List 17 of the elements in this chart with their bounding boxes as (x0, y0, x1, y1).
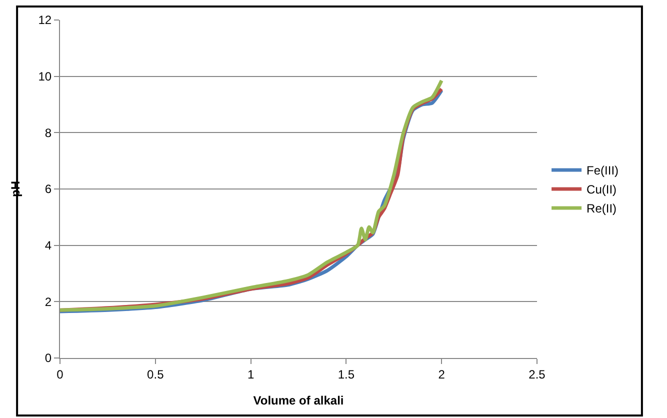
x-tick-label: 1.5 (338, 367, 355, 382)
x-axis-title: Volume of alkali (253, 393, 344, 408)
y-tick-label: 10 (38, 70, 52, 84)
x-tick-label: 1 (247, 367, 254, 382)
x-tick-label: 0.5 (147, 367, 164, 382)
legend-label: Cu(II) (586, 182, 617, 197)
y-tick-label: 0 (44, 351, 52, 366)
legend-label: Fe(III) (586, 164, 619, 178)
legend-label: Re(II) (586, 202, 617, 216)
x-tick-label: 2 (438, 367, 446, 382)
y-tick-label: 8 (44, 126, 52, 140)
y-tick-label: 4 (44, 238, 52, 253)
y-tick-label: 2 (44, 294, 52, 309)
x-tick-label: 2.5 (528, 367, 546, 382)
x-tick-label: 0 (56, 367, 64, 382)
y-tick-label: 12 (38, 13, 52, 28)
y-tick-label: 6 (44, 182, 52, 196)
